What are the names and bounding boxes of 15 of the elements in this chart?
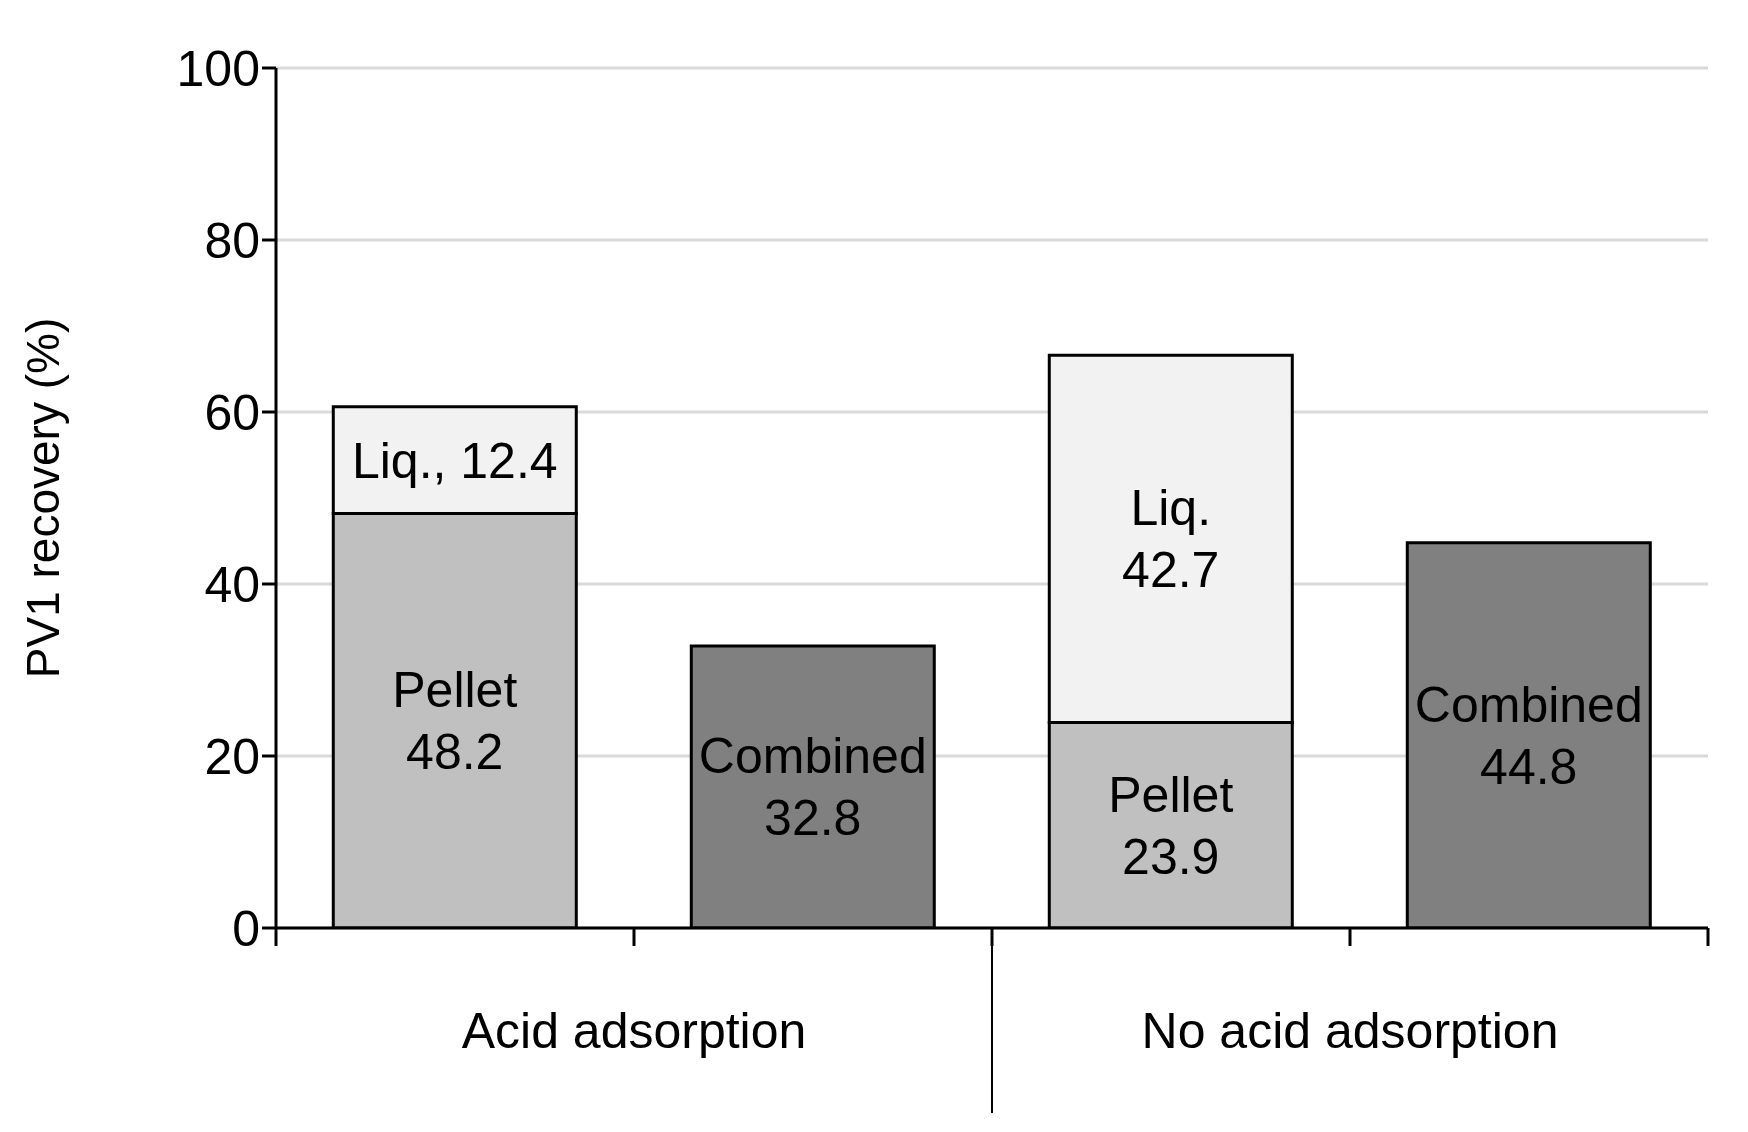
y-tick-label: 80 [204,212,260,269]
text: No acid adsorption [1141,1003,1559,1059]
data-label: Combined 44.8 [1414,676,1643,795]
text: Acid adsorption [461,1003,807,1059]
data-label: Liq., 12.4 [351,432,558,489]
y-tick-label: 100 [176,40,260,97]
data-label: Combined 32.8 [698,728,927,847]
y-axis-title: PV1 recovery (%) [17,317,70,679]
data-label: Pellet 23.9 [1108,766,1234,885]
data-label: Liq. 42.7 [1122,480,1220,599]
y-tick-label: 20 [204,728,260,785]
y-tick-label: 40 [204,556,260,613]
data-label: Pellet 48.2 [392,662,518,781]
y-tick-label: 60 [204,384,260,441]
y-tick-label: 0 [232,900,260,957]
